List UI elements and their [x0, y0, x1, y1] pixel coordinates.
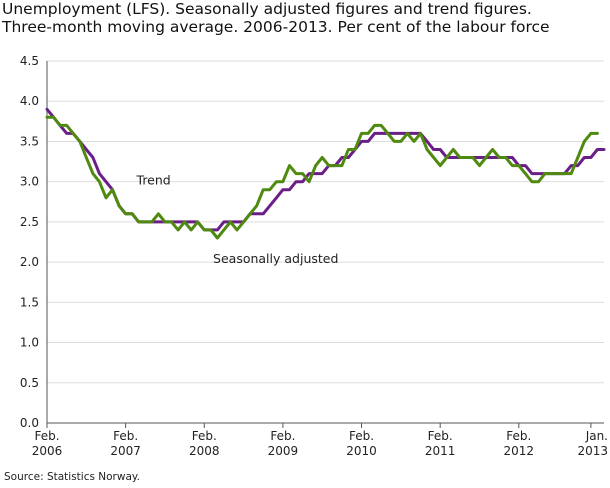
x-tick-label-month: Feb. [349, 429, 374, 443]
x-tick-label-month: Feb. [270, 429, 295, 443]
grid-lines [47, 60, 604, 384]
y-tick-label: 2.5 [20, 215, 39, 229]
series-annotations: Trend Seasonally adjusted [136, 173, 339, 266]
chart-title: Unemployment (LFS). Seasonally adjusted … [2, 0, 608, 36]
y-tick-label: 1.5 [20, 295, 39, 309]
series-lines [45, 107, 606, 240]
x-tick-label-month: Feb. [113, 429, 138, 443]
y-tick-label: 4.5 [20, 54, 39, 68]
x-tick-label-year: 2012 [504, 444, 535, 458]
y-tick-label: 1.0 [20, 336, 39, 350]
y-tick-label: 2.0 [20, 255, 39, 269]
x-tick-label-year: 2013 [577, 444, 608, 458]
x-tick-label-year: 2008 [189, 444, 220, 458]
x-tick-label-month: Feb. [34, 429, 59, 443]
y-tick-label: 4.0 [20, 94, 39, 108]
y-tick-label: 3.0 [20, 175, 39, 189]
x-tick-label-year: 2009 [268, 444, 299, 458]
x-axis-tick-labels: Feb.2006Feb.2007Feb.2008Feb.2009Feb.2010… [32, 429, 608, 458]
y-axis-tick-labels: 0.0 0.5 1.0 1.5 2.0 2.5 3.0 3.5 4.0 4.5 [20, 54, 39, 430]
x-tick-label-month: Feb. [506, 429, 531, 443]
seasonally-adjusted-line [45, 115, 599, 240]
source-note: Source: Statistics Norway. [4, 471, 140, 483]
x-tick-label-month: Feb. [428, 429, 453, 443]
y-tick-label: 3.5 [20, 134, 39, 148]
trend-annotation: Trend [136, 173, 171, 188]
x-tick-label-year: 2011 [425, 444, 456, 458]
x-tick-label-month: Jan. [585, 429, 608, 443]
seasonally-adjusted-annotation: Seasonally adjusted [213, 251, 338, 266]
y-tick-label: 0.5 [20, 376, 39, 390]
chart-title-line-1: Unemployment (LFS). Seasonally adjusted … [2, 0, 532, 18]
x-tick-label-year: 2007 [110, 444, 141, 458]
y-tick-label: 0.0 [20, 416, 39, 430]
x-tick-label-year: 2010 [346, 444, 377, 458]
x-tick-label-month: Feb. [192, 429, 217, 443]
x-tick-label-year: 2006 [32, 444, 63, 458]
chart-title-line-2: Three-month moving average. 2006-2013. P… [2, 18, 550, 36]
axes [46, 61, 604, 428]
